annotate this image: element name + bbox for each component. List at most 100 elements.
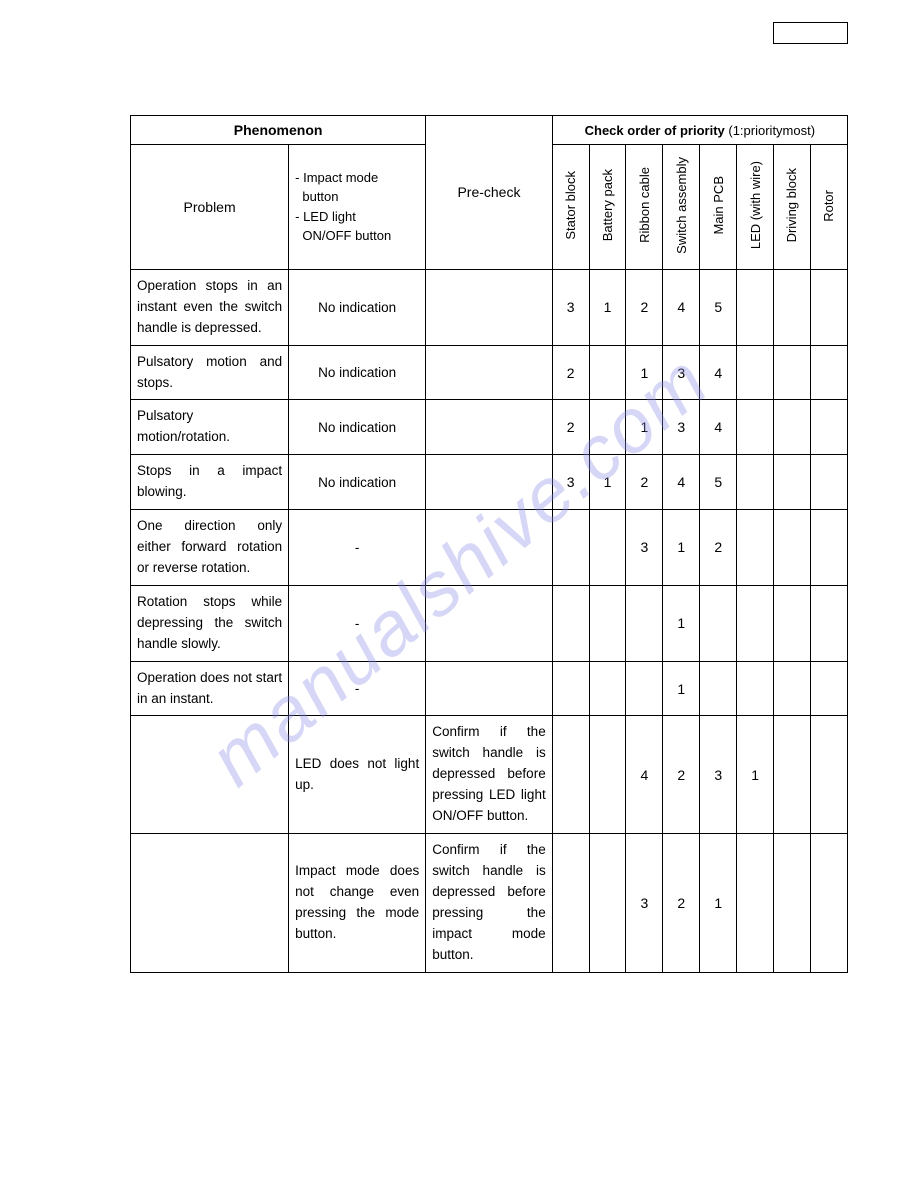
- priority-cell: [810, 585, 847, 661]
- priority-cell: [552, 716, 589, 834]
- priority-cell: [737, 269, 774, 345]
- priority-cell: [810, 661, 847, 716]
- priority-cell: 3: [663, 345, 700, 400]
- col-header-5: LED (with wire): [737, 145, 774, 270]
- indicator-cell: Impact mode does not change even pressin…: [289, 834, 426, 973]
- header-row-1: Phenomenon Pre-check Check order of prio…: [131, 116, 848, 145]
- priority-cell: [774, 716, 811, 834]
- problem-cell: Rotation stops while depressing the swit…: [131, 585, 289, 661]
- priority-cell: 2: [663, 716, 700, 834]
- priority-cell: [552, 834, 589, 973]
- priority-cell: [589, 661, 626, 716]
- precheck-cell: [426, 661, 553, 716]
- col-header-7: Rotor: [810, 145, 847, 270]
- col-header-1: Battery pack: [589, 145, 626, 270]
- col-header-3: Switch assembly: [663, 145, 700, 270]
- col-label-5: LED (with wire): [748, 155, 763, 255]
- precheck-cell: [426, 455, 553, 510]
- indicator-cell: -: [289, 661, 426, 716]
- priority-cell: [774, 269, 811, 345]
- priority-cell: 1: [663, 585, 700, 661]
- table-row: Pulsatory motion/rotation.No indication2…: [131, 400, 848, 455]
- priority-cell: 3: [663, 400, 700, 455]
- precheck-cell: [426, 585, 553, 661]
- priority-cell: [737, 834, 774, 973]
- priority-cell: 2: [626, 455, 663, 510]
- priority-cell: 1: [663, 661, 700, 716]
- priority-cell: 3: [552, 269, 589, 345]
- priority-cell: 2: [626, 269, 663, 345]
- priority-cell: [700, 661, 737, 716]
- priority-cell: 1: [700, 834, 737, 973]
- priority-cell: 2: [552, 345, 589, 400]
- indicator-line-2: button: [295, 189, 338, 204]
- table-row: One direction only either forward rotati…: [131, 510, 848, 586]
- table-row: Pulsatory motion and stops.No indication…: [131, 345, 848, 400]
- page-container: manualshive.com Phenomenon Pre-check Che…: [0, 0, 918, 1188]
- priority-cell: [589, 585, 626, 661]
- priority-cell: [737, 510, 774, 586]
- priority-cell: 2: [552, 400, 589, 455]
- problem-cell: Stops in a impact blowing.: [131, 455, 289, 510]
- priority-cell: 5: [700, 455, 737, 510]
- priority-cell: 3: [626, 834, 663, 973]
- indicator-cell: -: [289, 585, 426, 661]
- priority-cell: [552, 585, 589, 661]
- table-row: Stops in a impact blowing.No indication3…: [131, 455, 848, 510]
- precheck-cell: Confirm if the switch handle is depresse…: [426, 716, 553, 834]
- col-header-4: Main PCB: [700, 145, 737, 270]
- indicator-line-4: ON/OFF button: [295, 228, 391, 243]
- priority-cell: [810, 400, 847, 455]
- problem-cell: Pulsatory motion and stops.: [131, 345, 289, 400]
- indicator-cell: LED does not light up.: [289, 716, 426, 834]
- priority-cell: [774, 400, 811, 455]
- priority-cell: [810, 455, 847, 510]
- precheck-header: Pre-check: [426, 116, 553, 270]
- check-order-header: Check order of priority (1:prioritymost): [552, 116, 847, 145]
- priority-cell: 4: [700, 345, 737, 400]
- col-label-6: Driving block: [784, 162, 799, 248]
- problem-cell: [131, 716, 289, 834]
- precheck-cell: [426, 345, 553, 400]
- indicator-cell: -: [289, 510, 426, 586]
- priority-cell: [810, 510, 847, 586]
- priority-cell: 1: [626, 345, 663, 400]
- priority-cell: 1: [663, 510, 700, 586]
- priority-cell: [774, 661, 811, 716]
- priority-cell: [774, 455, 811, 510]
- table-row: Operation stops in an instant even the s…: [131, 269, 848, 345]
- precheck-cell: [426, 269, 553, 345]
- col-header-2: Ribbon cable: [626, 145, 663, 270]
- col-label-2: Ribbon cable: [637, 161, 652, 249]
- priority-cell: [774, 585, 811, 661]
- priority-cell: [774, 345, 811, 400]
- top-right-box: [773, 22, 848, 44]
- check-order-rest: (1:prioritymost): [725, 123, 815, 138]
- precheck-cell: [426, 400, 553, 455]
- priority-cell: 1: [626, 400, 663, 455]
- col-label-1: Battery pack: [600, 163, 615, 247]
- indicator-cell: No indication: [289, 269, 426, 345]
- problem-cell: Operation does not start in an instant.: [131, 661, 289, 716]
- priority-cell: [589, 716, 626, 834]
- table-row: Operation does not start in an instant.-…: [131, 661, 848, 716]
- col-label-0: Stator block: [563, 165, 578, 246]
- priority-cell: 3: [700, 716, 737, 834]
- col-label-7: Rotor: [821, 184, 836, 228]
- problem-cell: Operation stops in an instant even the s…: [131, 269, 289, 345]
- problem-cell: [131, 834, 289, 973]
- indicator-header: - Impact mode button - LED light ON/OFF …: [289, 145, 426, 270]
- problem-cell: One direction only either forward rotati…: [131, 510, 289, 586]
- priority-cell: [700, 585, 737, 661]
- table-body: Operation stops in an instant even the s…: [131, 269, 848, 972]
- priority-cell: [589, 510, 626, 586]
- priority-cell: [552, 661, 589, 716]
- priority-cell: [589, 345, 626, 400]
- priority-cell: 4: [663, 455, 700, 510]
- priority-cell: 1: [589, 269, 626, 345]
- priority-cell: [737, 661, 774, 716]
- priority-cell: [589, 834, 626, 973]
- priority-cell: [589, 400, 626, 455]
- priority-cell: [737, 345, 774, 400]
- priority-cell: [810, 834, 847, 973]
